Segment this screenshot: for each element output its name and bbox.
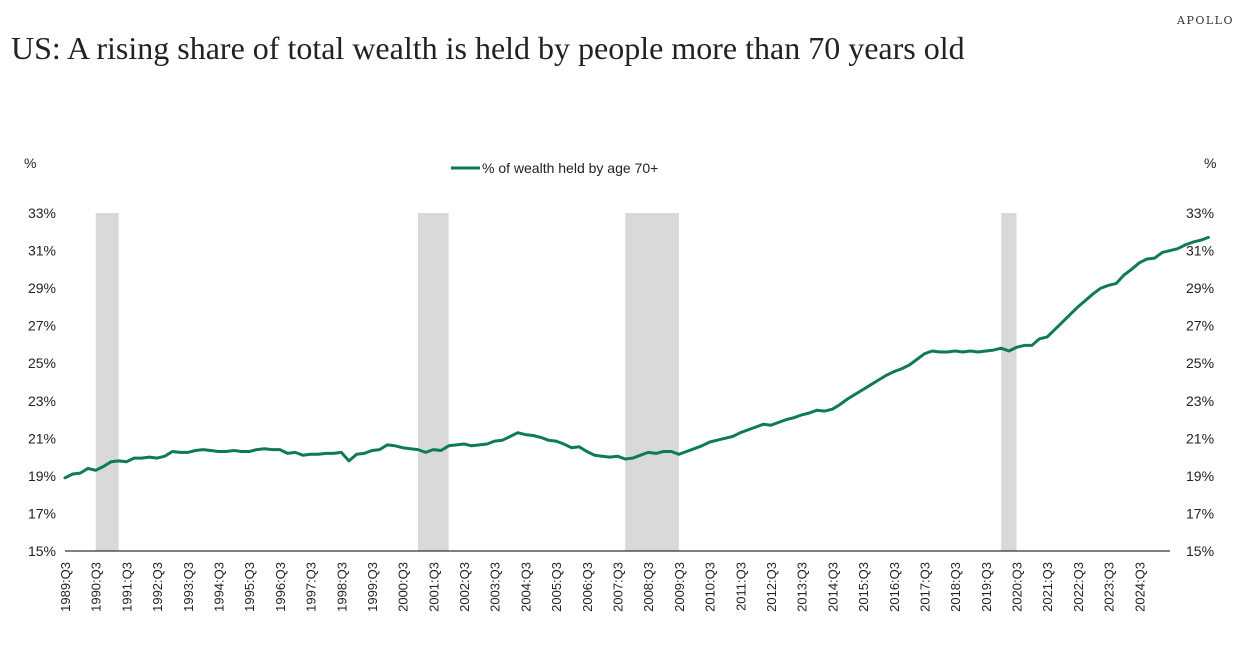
x-tick-label: 2015:Q3 bbox=[856, 562, 871, 612]
x-tick-label: 2000:Q3 bbox=[396, 562, 411, 612]
x-tick-label: 2017:Q3 bbox=[917, 562, 932, 612]
recession-band-4 bbox=[1001, 213, 1017, 551]
x-tick-label: 1995:Q3 bbox=[242, 562, 257, 612]
recession-band-1 bbox=[95, 213, 119, 551]
x-tick-label: 2016:Q3 bbox=[887, 562, 902, 612]
x-tick-label: 2014:Q3 bbox=[825, 562, 840, 612]
y-tick-right-label: 33% bbox=[1186, 205, 1214, 221]
x-tick-label: 2004:Q3 bbox=[518, 562, 533, 612]
y-axis-left: 15% 17% 19% 21% 23% 25% 27% 29% 31% 33% bbox=[28, 205, 56, 559]
y-tick-left-label: 21% bbox=[28, 430, 56, 446]
y-tick-right-label: 27% bbox=[1186, 318, 1214, 334]
x-axis: 1989:Q3 1990:Q3 1991:Q3 1992:Q3 1993:Q3 1994:… bbox=[58, 562, 1147, 612]
x-tick-label: 2009:Q3 bbox=[672, 562, 687, 612]
x-tick-label: 2005:Q3 bbox=[549, 562, 564, 612]
recession-bands bbox=[95, 213, 1017, 551]
x-tick-label: 1996:Q3 bbox=[273, 562, 288, 612]
x-tick-label: 1998:Q3 bbox=[334, 562, 349, 612]
x-tick-label: 2008:Q3 bbox=[641, 562, 656, 612]
y-tick-left-label: 25% bbox=[28, 355, 56, 371]
y-tick-right-label: 23% bbox=[1186, 393, 1214, 409]
x-tick-label: 2019:Q3 bbox=[979, 562, 994, 612]
y-axis-right: 15% 17% 19% 21% 23% 25% 27% 29% 31% 33% bbox=[1186, 205, 1214, 559]
y-tick-left-label: 17% bbox=[28, 505, 56, 521]
y-tick-left-label: 15% bbox=[28, 543, 56, 559]
x-tick-label: 2018:Q3 bbox=[948, 562, 963, 612]
x-tick-label: 2010:Q3 bbox=[703, 562, 718, 612]
x-tick-label: 2011:Q3 bbox=[733, 562, 748, 611]
y-tick-left-label: 19% bbox=[28, 468, 56, 484]
x-tick-label: 1994:Q3 bbox=[211, 562, 226, 612]
y-tick-right-label: 29% bbox=[1186, 280, 1214, 296]
x-tick-label: 1992:Q3 bbox=[150, 562, 165, 612]
x-tick-label: 2012:Q3 bbox=[764, 562, 779, 612]
x-tick-label: 1997:Q3 bbox=[304, 562, 319, 612]
y-tick-left-label: 31% bbox=[28, 243, 56, 259]
y-tick-left-label: 23% bbox=[28, 393, 56, 409]
x-tick-label: 1993:Q3 bbox=[181, 562, 196, 612]
y-tick-left-label: 33% bbox=[28, 205, 56, 221]
y-tick-left-label: 27% bbox=[28, 318, 56, 334]
y-tick-right-label: 15% bbox=[1186, 543, 1214, 559]
x-tick-label: 2020:Q3 bbox=[1010, 562, 1025, 612]
x-tick-label: 1991:Q3 bbox=[119, 562, 134, 612]
x-tick-label: 2001:Q3 bbox=[426, 562, 441, 612]
x-tick-label: 2024:Q3 bbox=[1132, 562, 1147, 612]
legend: % of wealth held by age 70+ bbox=[451, 160, 658, 176]
x-tick-label: 2003:Q3 bbox=[488, 562, 503, 612]
x-tick-label: 2007:Q3 bbox=[611, 562, 626, 612]
x-tick-label: 1990:Q3 bbox=[89, 562, 104, 612]
series-line-age70plus bbox=[63, 235, 1210, 480]
brand-logo-text: APOLLO bbox=[1177, 14, 1234, 27]
x-tick-label: 2021:Q3 bbox=[1040, 562, 1055, 612]
x-tick-label: 2022:Q3 bbox=[1071, 562, 1086, 612]
y-tick-right-label: 21% bbox=[1186, 430, 1214, 446]
recession-band-2 bbox=[417, 213, 449, 551]
recession-band-3 bbox=[625, 213, 679, 551]
legend-label: % of wealth held by age 70+ bbox=[482, 160, 658, 176]
x-tick-label: 2006:Q3 bbox=[580, 562, 595, 612]
x-tick-label: 2013:Q3 bbox=[795, 562, 810, 612]
x-tick-label: 1989:Q3 bbox=[58, 562, 73, 612]
x-tick-label: 2002:Q3 bbox=[457, 562, 472, 612]
y-tick-right-label: 25% bbox=[1186, 355, 1214, 371]
x-tick-label: 2023:Q3 bbox=[1102, 562, 1117, 612]
y-tick-right-label: 19% bbox=[1186, 468, 1214, 484]
y-tick-right-label: 31% bbox=[1186, 243, 1214, 259]
y-axis-left-label: % bbox=[24, 155, 36, 171]
chart-title: US: A rising share of total wealth is he… bbox=[11, 30, 965, 66]
y-tick-left-label: 29% bbox=[28, 280, 56, 296]
y-axis-right-label: % bbox=[1204, 155, 1216, 171]
x-tick-label: 1999:Q3 bbox=[365, 562, 380, 612]
y-tick-right-label: 17% bbox=[1186, 505, 1214, 521]
